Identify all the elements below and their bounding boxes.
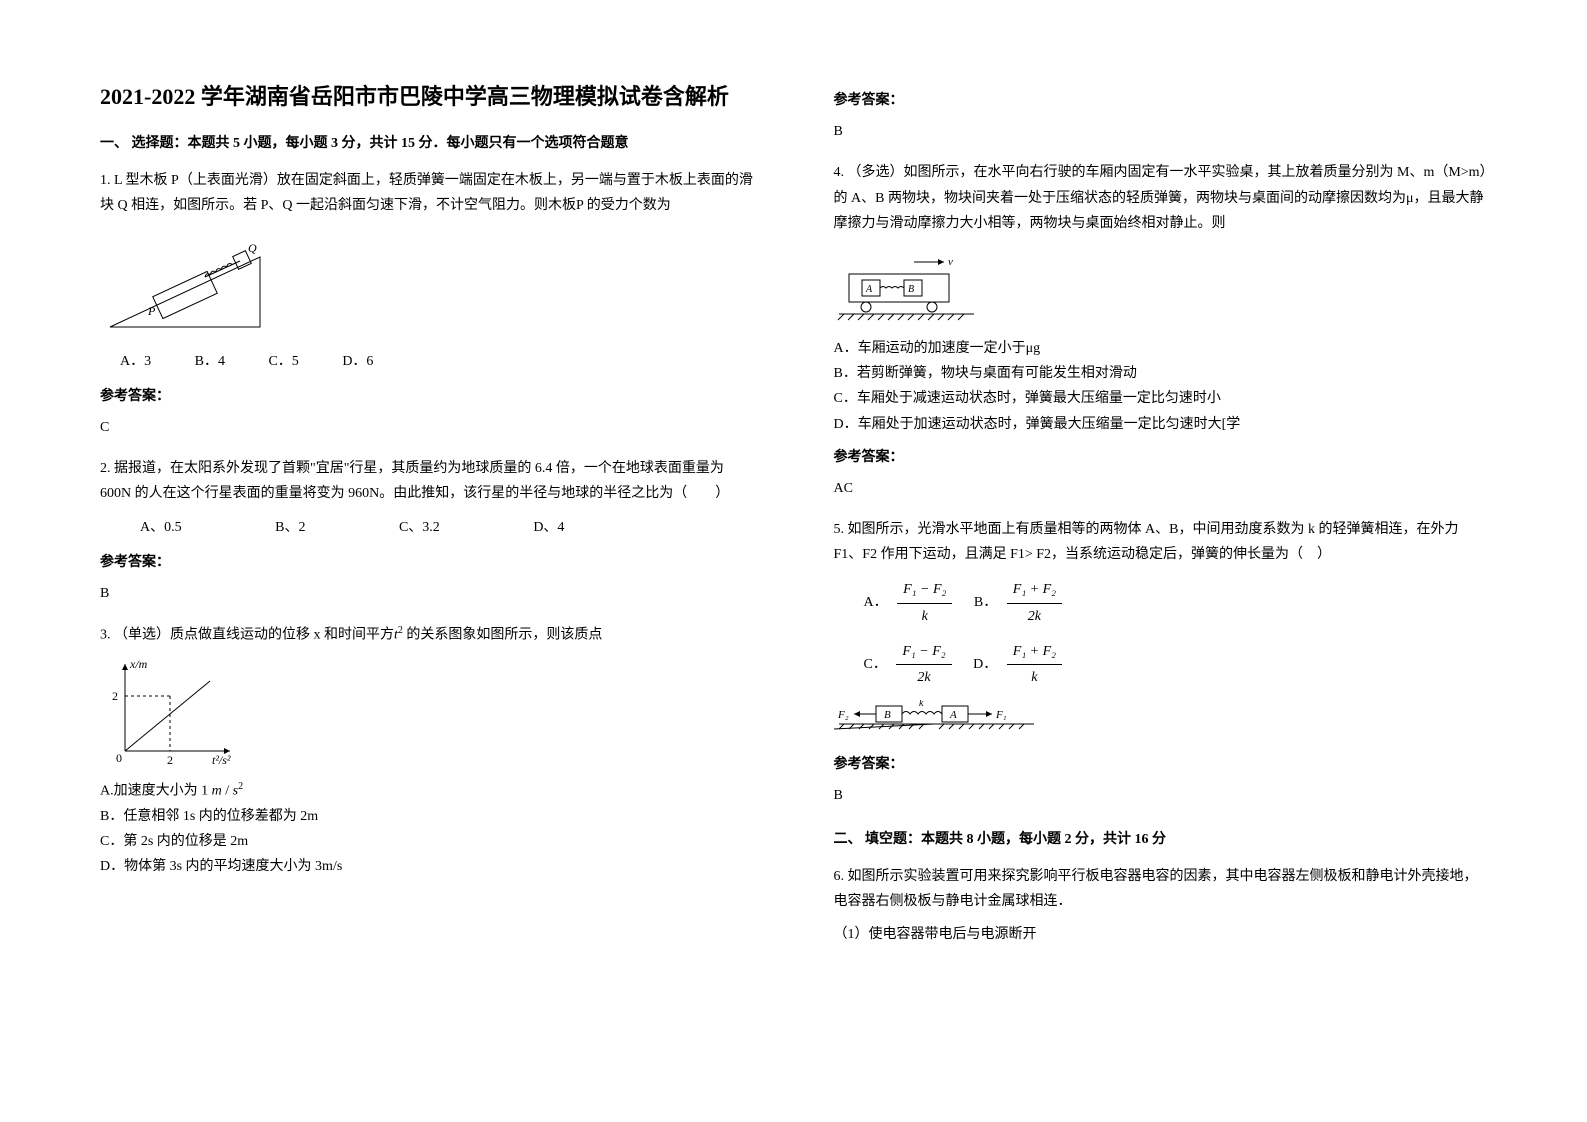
svg-text:0: 0 — [116, 751, 122, 765]
left-column: 2021-2022 学年湖南省岳阳市市巴陵中学高三物理模拟试卷含解析 一、 选择… — [100, 80, 754, 1082]
svg-text:F₂: F₂ — [837, 709, 849, 721]
question-2: 2. 据报道，在太阳系外发现了首颗"宜居"行星，其质量约为地球质量的 6.4 倍… — [100, 456, 754, 606]
q2-opt-b: B、2 — [275, 515, 305, 540]
q3-answer-label: 参考答案： — [834, 88, 1488, 113]
q4-opt-d: D．车厢处于加速运动状态时，弹簧最大压缩量一定比匀速时大[学 — [834, 412, 1488, 437]
q3-body-pre: 3. （单选）质点做直线运动的位移 x 和时间平方 — [100, 628, 394, 643]
q1-opt-b: B．4 — [195, 349, 225, 374]
svg-text:F₁: F₁ — [995, 709, 1007, 721]
q3-opt-d: D．物体第 3s 内的平均速度大小为 3m/s — [100, 854, 754, 879]
q5-opt-a-label: A． — [864, 595, 888, 610]
page-title: 2021-2022 学年湖南省岳阳市市巴陵中学高三物理模拟试卷含解析 — [100, 80, 754, 113]
cart-blocks-icon: A B v — [834, 244, 984, 324]
question-5: 5. 如图所示，光滑水平地面上有质量相等的两物体 A、B，中间用劲度系数为 k … — [834, 517, 1488, 809]
q5-opt-b-frac: F₁ + F₂2k — [1007, 577, 1062, 628]
svg-text:A: A — [949, 709, 957, 721]
q2-opt-a: A、0.5 — [140, 515, 182, 540]
q3-opt-a: A.加速度大小为 1 m / s2 — [100, 778, 754, 804]
q5-opt-c-label: C． — [864, 657, 887, 672]
q2-opt-c: C、3.2 — [399, 515, 440, 540]
q5-opt-b-label: B． — [974, 595, 997, 610]
q5-figure: F₂ B k A F₁ — [834, 700, 1488, 740]
q4-opt-b: B．若剪断弹簧，物块与桌面有可能发生相对滑动 — [834, 361, 1488, 386]
q3-body: 3. （单选）质点做直线运动的位移 x 和时间平方t2 的关系图象如图所示，则该… — [100, 622, 754, 648]
svg-text:B: B — [884, 709, 891, 721]
q5-opt-d-frac: F₁ + F₂k — [1007, 639, 1062, 690]
section-1-heading: 一、 选择题：本题共 5 小题，每小题 3 分，共计 15 分．每小题只有一个选… — [100, 131, 754, 156]
q6-sub1: （1）使电容器带电后与电源断开 — [834, 922, 1488, 947]
q1-opt-c: C．5 — [268, 349, 298, 374]
q5-body: 5. 如图所示，光滑水平地面上有质量相等的两物体 A、B，中间用劲度系数为 k … — [834, 517, 1488, 567]
q4-opt-c: C．车厢处于减速运动状态时，弹簧最大压缩量一定比匀速时小 — [834, 386, 1488, 411]
q3-xtick: 2 — [167, 753, 173, 766]
question-3: 3. （单选）质点做直线运动的位移 x 和时间平方t2 的关系图象如图所示，则该… — [100, 622, 754, 879]
question-6: 6. 如图所示实验装置可用来探究影响平行板电容器电容的因素，其中电容器左侧极板和… — [834, 864, 1488, 948]
q3-answer: B — [834, 119, 1488, 144]
q2-body: 2. 据报道，在太阳系外发现了首颗"宜居"行星，其质量约为地球质量的 6.4 倍… — [100, 456, 754, 506]
svg-text:P: P — [147, 304, 156, 318]
q4-opt-a: A．车厢运动的加速度一定小于μg — [834, 336, 1488, 361]
svg-text:k: k — [919, 700, 924, 709]
q3-options: A.加速度大小为 1 m / s2 B．任意相邻 1s 内的位移差都为 2m C… — [100, 778, 754, 879]
q2-answer: B — [100, 581, 754, 606]
q3-opt-b: B．任意相邻 1s 内的位移差都为 2m — [100, 804, 754, 829]
xt-graph-icon: x/m t²/s² 2 2 0 — [100, 656, 240, 766]
q4-answer-label: 参考答案： — [834, 445, 1488, 470]
q2-options: A、0.5 B、2 C、3.2 D、4 — [140, 515, 754, 540]
q1-answer-label: 参考答案： — [100, 384, 754, 409]
incline-diagram-icon: P Q — [100, 227, 270, 337]
q5-opt-a-frac: F₁ − F₂k — [897, 577, 952, 628]
q1-body: 1. L 型木板 P（上表面光滑）放在固定斜面上，轻质弹簧一端固定在木板上，另一… — [100, 168, 754, 218]
svg-text:B: B — [908, 284, 914, 295]
right-column: 参考答案： B 4. （多选）如图所示，在水平向右行驶的车厢内固定有一水平实验桌… — [834, 80, 1488, 1082]
q4-options: A．车厢运动的加速度一定小于μg B．若剪断弹簧，物块与桌面有可能发生相对滑动 … — [834, 336, 1488, 437]
svg-text:Q: Q — [248, 241, 257, 255]
q4-figure: A B v — [834, 244, 1488, 324]
q4-answer: AC — [834, 476, 1488, 501]
q2-opt-d: D、4 — [533, 515, 564, 540]
q1-opt-a: A．3 — [120, 349, 151, 374]
q3-ylabel: x/m — [129, 657, 148, 671]
q3-opt-c: C．第 2s 内的位移是 2m — [100, 829, 754, 854]
spring-blocks-icon: F₂ B k A F₁ — [834, 700, 1054, 740]
q3-ytick: 2 — [112, 689, 118, 703]
q1-opt-d: D．6 — [342, 349, 373, 374]
q6-body: 6. 如图所示实验装置可用来探究影响平行板电容器电容的因素，其中电容器左侧极板和… — [834, 864, 1488, 914]
section-2-heading: 二、 填空题：本题共 8 小题，每小题 2 分，共计 16 分 — [834, 827, 1488, 852]
q5-answer: B — [834, 783, 1488, 808]
q3-xlabel: t²/s² — [212, 753, 231, 766]
q5-options-row2: C． F₁ − F₂2k D． F₁ + F₂k — [864, 639, 1488, 690]
q5-opt-c-frac: F₁ − F₂2k — [896, 639, 951, 690]
q5-options-row1: A． F₁ − F₂k B． F₁ + F₂2k — [864, 577, 1488, 628]
question-1: 1. L 型木板 P（上表面光滑）放在固定斜面上，轻质弹簧一端固定在木板上，另一… — [100, 168, 754, 440]
q3-figure: x/m t²/s² 2 2 0 — [100, 656, 754, 766]
question-4: 4. （多选）如图所示，在水平向右行驶的车厢内固定有一水平实验桌，其上放着质量分… — [834, 160, 1488, 501]
q3-body-post: 的关系图象如图所示，则该质点 — [406, 628, 602, 643]
q1-options: A．3 B．4 C．5 D．6 — [120, 349, 754, 374]
svg-text:A: A — [865, 284, 873, 295]
q5-answer-label: 参考答案： — [834, 752, 1488, 777]
q1-figure: P Q — [100, 227, 754, 337]
q5-opt-d-label: D． — [973, 657, 997, 672]
q4-body: 4. （多选）如图所示，在水平向右行驶的车厢内固定有一水平实验桌，其上放着质量分… — [834, 160, 1488, 236]
q1-answer: C — [100, 415, 754, 440]
svg-text:v: v — [948, 256, 953, 268]
q2-answer-label: 参考答案： — [100, 550, 754, 575]
